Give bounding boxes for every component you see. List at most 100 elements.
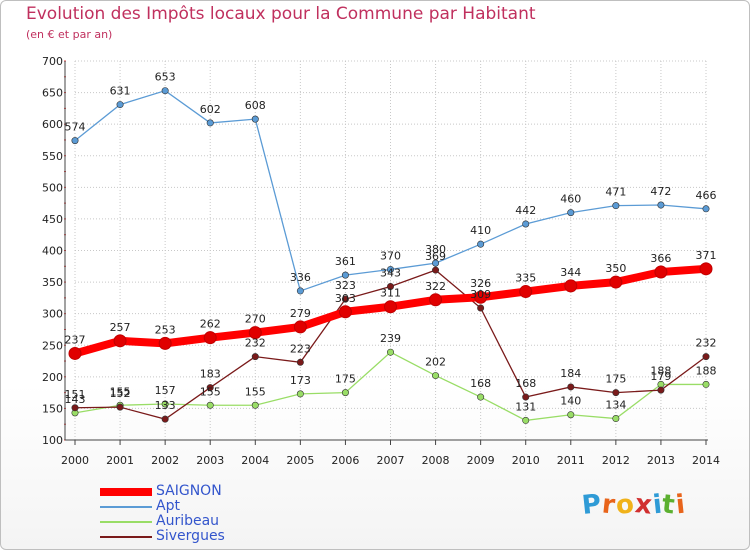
legend-swatch: [100, 536, 152, 538]
data-point-apt: [386, 265, 394, 273]
data-label-auribeau: 155: [200, 385, 221, 398]
data-point-saignon: [203, 331, 217, 345]
data-point-saignon: [293, 320, 307, 334]
chart-title: Evolution des Impôts locaux pour la Comm…: [26, 4, 536, 24]
data-point-sivergues: [612, 389, 620, 397]
x-tick-label: 2006: [331, 454, 359, 467]
data-point-apt: [296, 287, 304, 295]
proxiti-logo: Proxiti: [580, 489, 688, 521]
x-tick-label: 2008: [422, 454, 450, 467]
data-point-saignon: [699, 262, 713, 276]
data-label-sivergues: 133: [155, 399, 176, 412]
legend-swatch: [100, 506, 152, 508]
data-label-apt: 574: [65, 121, 86, 134]
data-label-sivergues: 232: [245, 337, 266, 350]
x-tick-label: 2007: [377, 454, 405, 467]
data-label-sivergues: 179: [650, 370, 671, 383]
x-tick-label: 2014: [692, 454, 720, 467]
data-point-saignon: [113, 334, 127, 348]
data-label-apt: 460: [560, 193, 581, 206]
data-label-auribeau: 239: [380, 332, 401, 345]
data-label-auribeau: 202: [425, 356, 446, 369]
series-layer: [68, 87, 713, 424]
y-tick-label: 100: [42, 434, 63, 447]
x-tick-label: 2003: [196, 454, 224, 467]
data-label-saignon: 257: [110, 321, 131, 334]
data-point-sivergues: [71, 404, 79, 412]
data-point-saignon: [68, 346, 82, 360]
data-point-sivergues: [341, 295, 349, 303]
legend-item-sivergues: Sivergues: [100, 529, 300, 544]
data-label-sivergues: 369: [425, 250, 446, 263]
data-label-apt: 602: [200, 103, 221, 116]
data-label-auribeau: 173: [290, 374, 311, 387]
data-point-saignon: [474, 290, 488, 304]
data-point-auribeau: [522, 416, 530, 424]
legend: SAIGNON Apt Auribeau Sivergues: [100, 484, 300, 544]
y-tick-label: 350: [42, 276, 63, 289]
x-tick-label: 2011: [557, 454, 585, 467]
legend-label: SAIGNON: [156, 483, 222, 499]
data-label-apt: 653: [155, 71, 176, 84]
data-point-sivergues: [567, 383, 575, 391]
data-point-saignon: [158, 336, 172, 350]
data-point-sivergues: [161, 415, 169, 423]
data-label-saignon: 270: [245, 313, 266, 326]
data-point-auribeau: [251, 401, 259, 409]
data-label-auribeau: 140: [560, 395, 581, 408]
y-tick-label: 400: [42, 245, 63, 258]
data-point-apt: [522, 220, 530, 228]
logo-letter: i: [674, 489, 688, 521]
data-point-apt: [251, 115, 259, 123]
data-label-sivergues: 152: [110, 387, 131, 400]
y-tick-label: 450: [42, 213, 63, 226]
data-point-saignon: [384, 300, 397, 314]
x-tick-label: 2005: [286, 454, 314, 467]
legend-label: Auribeau: [156, 513, 220, 529]
data-point-sivergues: [432, 266, 440, 274]
y-tick-label: 300: [42, 308, 63, 321]
data-point-sivergues: [251, 353, 259, 361]
data-label-saignon: 253: [155, 323, 176, 336]
data-point-saignon: [338, 305, 352, 319]
y-tick-label: 650: [42, 87, 63, 100]
y-tick-label: 600: [42, 118, 63, 131]
legend-item-apt: Apt: [100, 499, 300, 514]
data-point-auribeau: [206, 401, 214, 409]
data-point-saignon: [564, 279, 578, 293]
legend-label: Apt: [156, 498, 180, 514]
data-label-auribeau: 134: [605, 399, 626, 412]
axes: 100 150 200 250 300 350 400 450 500 550 600 650 700 2…: [42, 55, 720, 467]
data-label-sivergues: 184: [560, 367, 581, 380]
data-label-sivergues: 343: [380, 267, 401, 280]
data-label-auribeau: 143: [65, 393, 86, 406]
data-label-sivergues: 232: [696, 337, 717, 350]
data-label-auribeau: 155: [110, 385, 131, 398]
legend-item-auribeau: Auribeau: [100, 514, 300, 529]
data-point-apt: [612, 202, 620, 210]
data-point-sivergues: [116, 403, 124, 411]
data-point-sivergues: [206, 384, 214, 392]
data-labels-layer: 574 631 653 602 608 336 361 370 380 410 442 460 471 4…: [65, 71, 717, 414]
data-label-apt: 370: [380, 249, 401, 262]
y-tick-label: 550: [42, 150, 63, 163]
data-point-auribeau: [296, 390, 304, 398]
data-label-sivergues: 151: [65, 388, 86, 401]
data-label-apt: 466: [696, 189, 717, 202]
x-tick-label: 2001: [106, 454, 134, 467]
data-label-saignon: 279: [290, 307, 311, 320]
data-label-sivergues: 168: [515, 377, 536, 390]
data-point-apt: [477, 240, 485, 248]
data-point-saignon: [609, 275, 623, 289]
data-label-sivergues: 323: [335, 279, 356, 292]
x-tick-label: 2010: [512, 454, 540, 467]
data-point-apt: [432, 259, 440, 267]
data-point-auribeau: [386, 348, 394, 356]
x-tick-label: 2002: [151, 454, 179, 467]
data-label-sivergues: 309: [470, 288, 491, 301]
data-point-sivergues: [386, 283, 394, 291]
data-label-apt: 380: [425, 243, 446, 256]
data-label-apt: 472: [650, 185, 671, 198]
data-point-apt: [341, 271, 349, 279]
data-point-apt: [161, 87, 169, 95]
